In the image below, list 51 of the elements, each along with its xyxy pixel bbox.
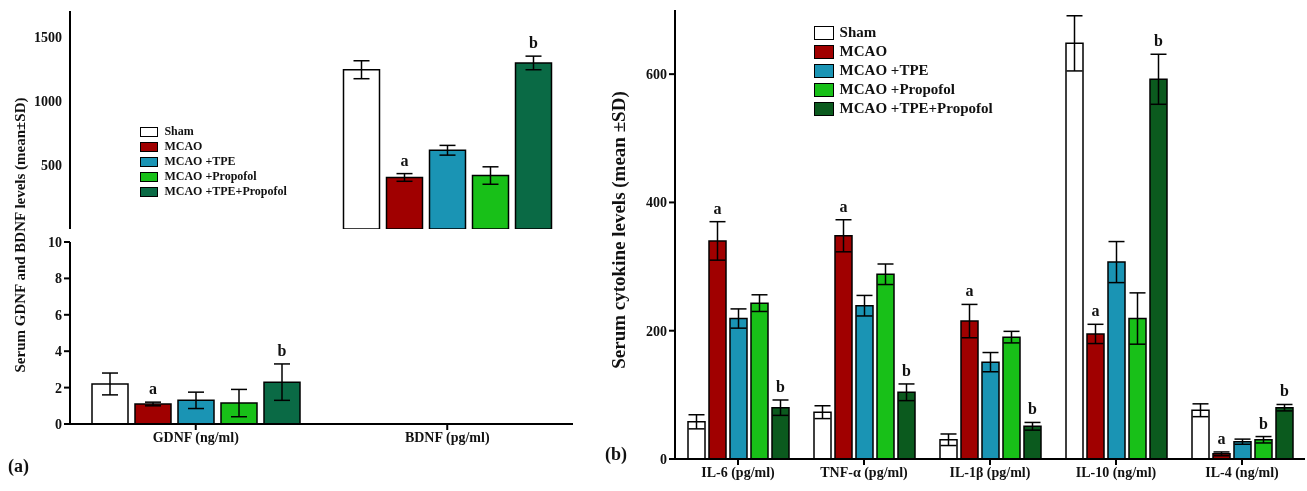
text: (b) bbox=[605, 444, 627, 465]
x-tick-label: IL-10 (ng/ml) bbox=[1075, 464, 1157, 481]
y-tick-label: 600 bbox=[646, 67, 667, 83]
data-label: a bbox=[1091, 302, 1100, 320]
legend-label: MCAO +TPE+Propofol bbox=[164, 184, 287, 200]
legend-label: MCAO bbox=[839, 42, 888, 62]
x-tick-label: IL-6 (pg/ml) bbox=[701, 464, 776, 481]
y-tick-label: 2 bbox=[55, 380, 62, 396]
x-tick-label: GDNF (ng/ml) bbox=[152, 429, 240, 446]
y-tick-label: 0 bbox=[660, 451, 667, 467]
y-tick-label: 0 bbox=[55, 416, 62, 432]
bar bbox=[428, 149, 467, 229]
y-tick-label: 200 bbox=[646, 323, 667, 339]
data-label: b bbox=[529, 34, 539, 52]
y-tick-label: 6 bbox=[55, 307, 62, 323]
data-label: b bbox=[277, 341, 287, 359]
legend-label: MCAO +TPE+Propofol bbox=[839, 99, 993, 119]
legend-label: MCAO +TPE bbox=[164, 154, 236, 170]
y-tick-label: 400 bbox=[646, 195, 667, 211]
legend-label: MCAO +TPE bbox=[839, 61, 929, 81]
x-tick-label: IL-4 (ng/ml) bbox=[1205, 464, 1280, 481]
data-label: a bbox=[400, 151, 409, 169]
y-tick-label: 1500 bbox=[34, 29, 62, 45]
data-label: b bbox=[776, 377, 786, 395]
text: (a) bbox=[8, 456, 29, 477]
legend-label: MCAO +Propofol bbox=[164, 169, 257, 185]
y-tick-label: 4 bbox=[55, 344, 62, 360]
legend-label: Sham bbox=[839, 23, 877, 43]
y-tick-label: 8 bbox=[55, 271, 62, 287]
data-label: b bbox=[1154, 32, 1164, 50]
x-tick-label: IL-1β (pg/ml) bbox=[949, 464, 1031, 481]
data-label: a bbox=[149, 380, 157, 398]
y-tick-label: 1000 bbox=[34, 93, 62, 109]
data-label: b bbox=[902, 361, 912, 379]
y-tick-label: 10 bbox=[48, 234, 62, 250]
y-tick-label: 500 bbox=[41, 157, 62, 173]
y-axis-title: Serum GDNF and BDNF levels (mean±SD) bbox=[11, 97, 29, 373]
legend-label: MCAO bbox=[164, 139, 203, 155]
data-label: a bbox=[713, 199, 722, 217]
legend-label: MCAO +Propofol bbox=[839, 80, 955, 100]
data-label: b bbox=[1259, 414, 1269, 432]
y-axis-title: Serum cytokine levels (mean ±SD) bbox=[608, 91, 630, 369]
x-tick-label: BDNF (pg/ml) bbox=[404, 429, 490, 446]
bar bbox=[385, 176, 424, 229]
data-label: a bbox=[965, 282, 974, 300]
data-label: b bbox=[1280, 382, 1290, 400]
data-label: b bbox=[1028, 400, 1038, 418]
x-tick-label: TNF-α (pg/ml) bbox=[820, 464, 909, 481]
data-label: a bbox=[1217, 429, 1226, 447]
data-label: a bbox=[839, 197, 848, 215]
legend-label: Sham bbox=[164, 124, 194, 140]
